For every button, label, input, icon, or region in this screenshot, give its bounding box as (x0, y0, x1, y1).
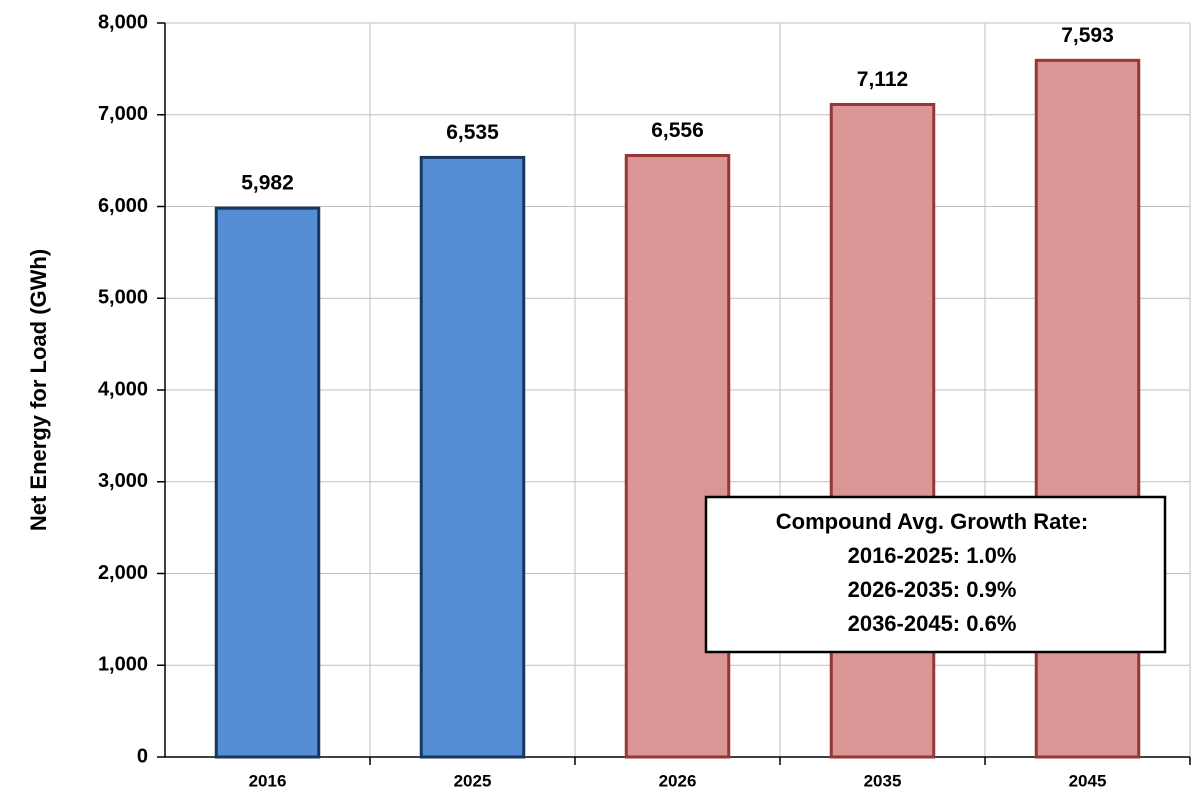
y-tick-label: 7,000 (98, 103, 148, 125)
value-label: 6,556 (651, 119, 704, 142)
annotation-text: Compound Avg. Growth Rate: (776, 509, 1088, 534)
x-tick-label: 2025 (454, 771, 492, 790)
bar (624, 153, 731, 759)
y-tick-label: 3,000 (98, 470, 148, 492)
y-tick-label: 4,000 (98, 378, 148, 400)
annotation-text: 2036-2045: 0.6% (848, 611, 1017, 636)
y-tick-label: 5,000 (98, 287, 148, 309)
y-tick-label: 0 (137, 745, 148, 767)
x-tick-label: 2035 (864, 771, 902, 790)
bar (419, 155, 526, 759)
annotation-box (704, 495, 1167, 654)
x-tick-label: 2016 (249, 771, 287, 790)
annotation-text: 2016-2025: 1.0% (848, 543, 1017, 568)
annotation-text: 2026-2035: 0.9% (848, 577, 1017, 602)
y-tick-label: 8,000 (98, 11, 148, 33)
value-label: 7,112 (857, 68, 908, 91)
y-axis-label: Net Energy for Load (GWh) (26, 249, 51, 531)
x-tick-label: 2045 (1069, 771, 1107, 790)
y-tick-label: 6,000 (98, 195, 148, 217)
y-tick-label: 2,000 (98, 562, 148, 584)
bar (214, 206, 321, 759)
value-label: 7,593 (1061, 24, 1114, 47)
value-label: 6,535 (446, 121, 499, 144)
x-tick-label: 2026 (659, 771, 697, 790)
value-label: 5,982 (241, 172, 294, 195)
y-tick-label: 1,000 (98, 654, 148, 676)
bar (829, 102, 936, 759)
